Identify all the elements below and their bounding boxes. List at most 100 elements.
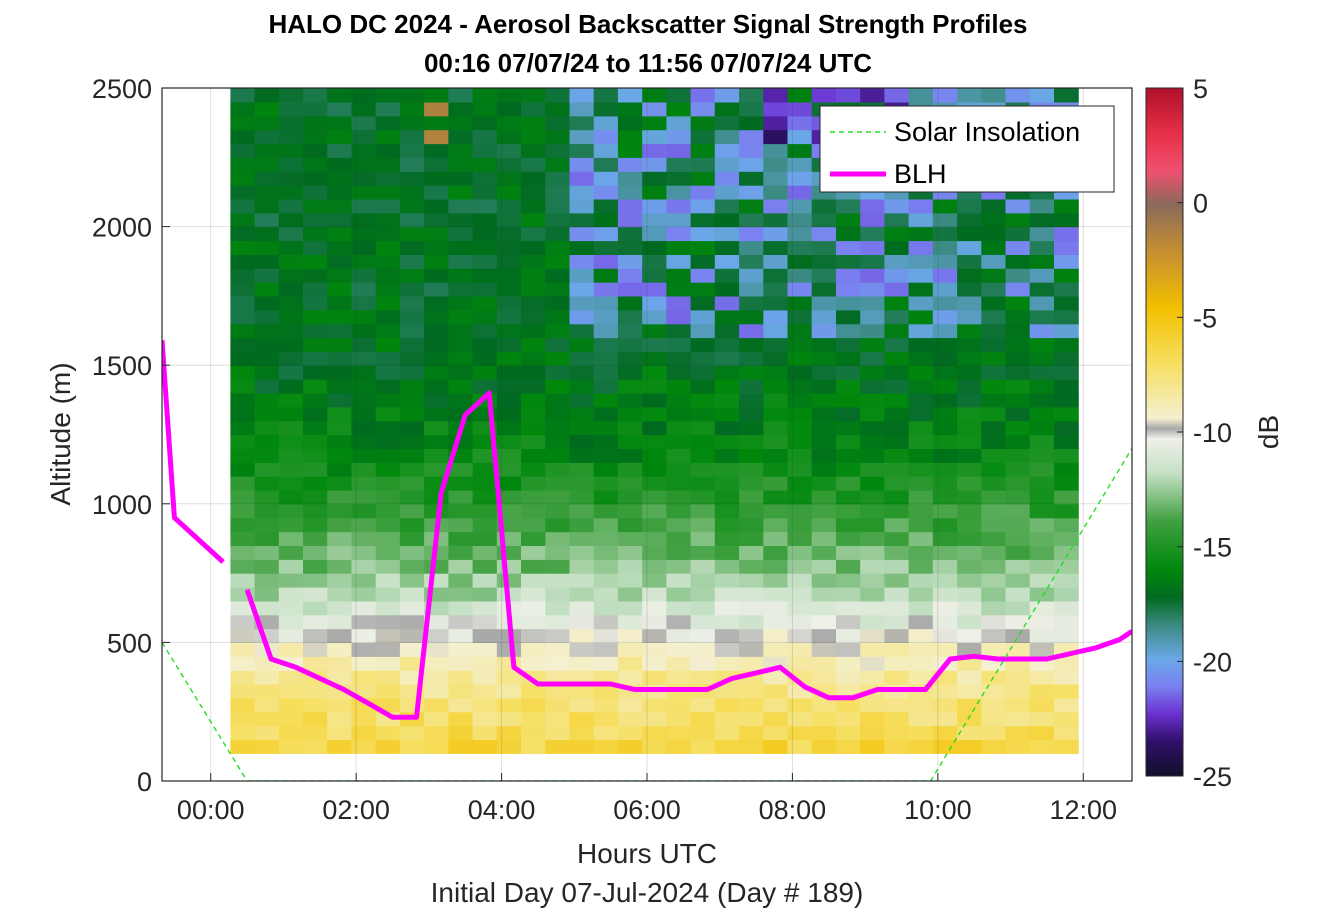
heatmap-cell [569, 143, 595, 158]
heatmap-cell [496, 379, 522, 394]
heatmap-cell [496, 489, 522, 505]
heatmap-cell [787, 309, 813, 325]
heatmap-cell [254, 573, 280, 588]
heatmap-cell [303, 545, 328, 560]
heatmap-cell [908, 392, 934, 408]
heatmap-cell [1054, 503, 1079, 519]
heatmap-cell [981, 212, 1007, 228]
heatmap-cell [1005, 573, 1031, 588]
heatmap-cell [521, 614, 546, 630]
heatmap-cell [981, 323, 1007, 339]
heatmap-cell [787, 656, 813, 671]
heatmap-cell [569, 212, 595, 228]
heatmap-cell [787, 268, 813, 283]
heatmap-cell [593, 448, 619, 463]
heatmap-cell [1029, 434, 1055, 449]
heatmap-cell [714, 240, 740, 255]
heatmap-cell [230, 185, 256, 200]
heatmap-cell [739, 185, 764, 200]
heatmap-cell [666, 725, 692, 741]
heatmap-cell [545, 725, 571, 741]
heatmap-cell [714, 337, 740, 352]
heatmap-cell [1005, 323, 1031, 339]
heatmap-cell [254, 88, 280, 103]
heatmap-cell [690, 573, 716, 588]
heatmap-cell [811, 379, 837, 394]
heatmap-cell [399, 171, 425, 186]
heatmap-cell [254, 503, 280, 519]
heatmap-cell [690, 531, 716, 546]
heatmap-cell [739, 462, 764, 477]
heatmap-cell [1029, 379, 1055, 394]
heatmap-cell [521, 254, 546, 269]
heatmap-cell [521, 268, 546, 283]
heatmap-cell [690, 503, 716, 519]
heatmap-cell [472, 282, 498, 297]
heatmap-cell [932, 240, 958, 255]
heatmap-cell [690, 448, 716, 463]
heatmap-cell [254, 697, 280, 713]
x-axis-ticks: 00:00 02:00 04:00 06:00 08:00 10:00 12:00 [177, 773, 1117, 825]
heatmap-cell [932, 309, 958, 325]
heatmap-cell [642, 392, 667, 408]
chart-subtitle: 00:16 07/07/24 to 11:56 07/07/24 UTC [424, 48, 872, 78]
heatmap-cell [569, 642, 595, 657]
heatmap-cell [569, 656, 595, 671]
heatmap-cell [690, 600, 716, 616]
heatmap-cell [932, 725, 958, 741]
heatmap-cell [254, 185, 280, 200]
heatmap-cell [666, 656, 692, 671]
heatmap-cell [642, 282, 667, 297]
heatmap-cell [739, 268, 764, 283]
heatmap-cell [1029, 600, 1055, 616]
heatmap-cell [569, 434, 595, 449]
heatmap-cell [836, 697, 861, 713]
heatmap-cell [278, 115, 304, 131]
heatmap-cell [763, 88, 789, 103]
heatmap-cell [278, 226, 304, 242]
heatmap-cell [448, 711, 474, 727]
heatmap-cell [957, 573, 982, 588]
heatmap-cell [545, 379, 571, 394]
heatmap-cell [399, 406, 425, 422]
heatmap-cell [666, 115, 692, 131]
heatmap-cell [690, 309, 716, 325]
heatmap-cell [617, 157, 643, 172]
heatmap-cell [666, 628, 692, 643]
heatmap-cell [472, 185, 498, 200]
heatmap-cell [230, 739, 256, 754]
heatmap-cell [327, 185, 352, 200]
heatmap-cell [642, 670, 667, 685]
heatmap-cell [811, 697, 837, 713]
heatmap-cell [908, 587, 934, 602]
heatmap-cell [908, 573, 934, 588]
heatmap-cell [303, 309, 328, 325]
heatmap-cell [884, 198, 910, 214]
heatmap-cell [375, 171, 401, 186]
heatmap-cell [957, 448, 982, 463]
heatmap-cell [1054, 448, 1079, 463]
heatmap-cell [278, 600, 304, 616]
heatmap-cell [472, 365, 498, 380]
heatmap-cell [908, 434, 934, 449]
heatmap-cell [642, 503, 667, 519]
heatmap-cell [739, 628, 764, 643]
heatmap-cell [424, 614, 449, 630]
heatmap-cell [1054, 88, 1079, 103]
heatmap-cell [787, 600, 813, 616]
heatmap-cell [690, 171, 716, 186]
heatmap-cell [739, 240, 764, 255]
heatmap-cell [593, 129, 619, 145]
heatmap-cell [908, 476, 934, 491]
heatmap-cell [836, 600, 861, 616]
heatmap-cell [932, 573, 958, 588]
heatmap-cell [448, 614, 474, 630]
heatmap-cell [424, 420, 449, 436]
colorbar-tick-label: -15 [1193, 533, 1232, 563]
heatmap-cell [327, 697, 352, 713]
heatmap-cell [327, 282, 352, 297]
heatmap-cell [424, 185, 449, 200]
heatmap-cell [957, 295, 982, 311]
heatmap-cell [593, 392, 619, 408]
heatmap-cell [714, 448, 740, 463]
